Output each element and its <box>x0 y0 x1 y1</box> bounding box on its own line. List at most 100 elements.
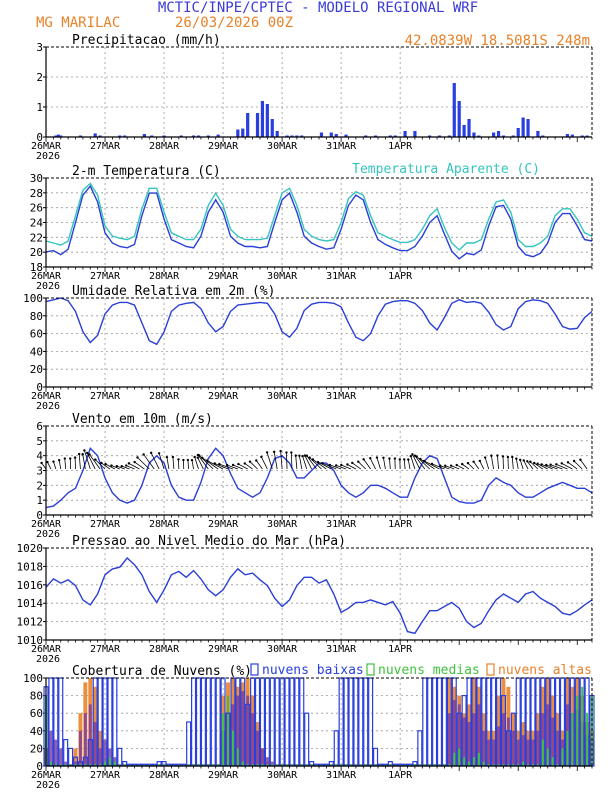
wind-arrow <box>322 462 337 470</box>
cloud-band-bar <box>531 739 535 766</box>
wind-arrow-head <box>311 458 315 461</box>
wind-arrow <box>336 465 347 470</box>
wind-arrow <box>567 462 578 470</box>
cloud-band-bar <box>497 726 501 766</box>
cloud-mid-bar <box>207 764 210 766</box>
cloud-band-bar <box>447 713 451 766</box>
cloud-mid-bar <box>556 764 559 766</box>
header-coords: 42.0839W 18.5081S 248m <box>405 33 590 49</box>
x-tick-label: 29MAR <box>208 391 239 402</box>
cloud-mid-bar <box>561 748 564 766</box>
wind-arrow-head <box>483 456 487 459</box>
wind-arrow-head <box>334 464 338 467</box>
x-tick-label: 27MAR <box>90 770 121 781</box>
cloud-low-bar <box>200 677 206 767</box>
wind-arrow <box>347 464 357 470</box>
precip-bar <box>585 135 589 137</box>
wind-arrow-head <box>218 462 221 466</box>
precip-bar <box>98 135 102 137</box>
cloud-mid-bar <box>404 764 407 766</box>
cloud-band-bar <box>83 713 87 766</box>
wind-arrow <box>306 455 317 470</box>
wind-arrow <box>197 457 204 470</box>
cloud-mid-bar <box>300 764 303 766</box>
cloud-low-bar <box>358 677 364 767</box>
precip-bar <box>265 104 269 137</box>
y-tick-label: 26 <box>30 202 43 215</box>
cloud-low-bar <box>191 677 197 767</box>
cloud-mid-bar <box>536 764 539 766</box>
legend-swatch <box>486 663 495 676</box>
wind-arrow <box>197 454 209 470</box>
cloud-mid-bar <box>345 764 348 766</box>
precip-bar <box>59 135 63 137</box>
wind-arrow-head <box>519 458 522 462</box>
wind-arrow <box>484 457 490 470</box>
y-tick-label: 40 <box>30 725 43 738</box>
cloud-mid-bar <box>187 764 190 766</box>
cloud-band-bar <box>93 722 97 766</box>
wind-arrow-head <box>357 460 360 463</box>
precip-bar <box>241 128 245 137</box>
y-tick-label: 0 <box>36 509 43 522</box>
x-tick-label: 31MAR <box>326 770 357 781</box>
wind-arrow <box>473 461 480 470</box>
wind-arrow <box>266 452 273 470</box>
panel-precip: 0 1 2 3 26MAR 27MAR 28MAR 29MAR 30MAR 31MAR 1APR 20… <box>31 33 593 162</box>
x-tick-label: 31MAR <box>326 271 357 282</box>
precip-bar <box>536 131 540 137</box>
wind-arrow <box>573 460 583 470</box>
series-line-rh-0 <box>45 297 593 346</box>
x-year-label: 2026 <box>36 529 60 540</box>
cloud-mid-bar <box>286 764 289 766</box>
wind-arrow-head <box>560 462 563 465</box>
cloud-band-bar <box>64 761 68 766</box>
cloud-mid-bar <box>113 761 116 766</box>
cloud-band-bar <box>78 730 82 766</box>
x-tick-label: 29MAR <box>208 770 239 781</box>
wind-arrow-head <box>303 454 307 457</box>
wind-arrow <box>128 463 140 470</box>
wind-arrow <box>95 459 106 470</box>
cloud-low-bar <box>432 677 438 767</box>
x-tick-label: 27MAR <box>90 519 121 530</box>
legend-label: nuvens altas <box>498 663 592 678</box>
y-tick-label: 5 <box>36 435 43 448</box>
wind-arrow <box>302 456 308 470</box>
wind-arrow <box>84 450 91 470</box>
cloud-low-bar <box>205 677 211 767</box>
wind-arrow <box>341 464 352 470</box>
cloud-mid-bar <box>497 764 500 766</box>
wind-arrow-head <box>393 457 397 460</box>
wind-arrow <box>219 463 234 470</box>
cloud-mid-bar <box>108 757 111 766</box>
precip-bar <box>334 134 338 137</box>
panel-title-cloud: Cobertura de Nuvens (%) <box>72 664 252 679</box>
precip-bar <box>526 119 530 137</box>
wind-arrow <box>317 461 332 470</box>
wind-arrow <box>369 458 376 470</box>
wind-arrow-head <box>165 455 169 459</box>
precip-bar <box>216 134 220 137</box>
wind-arrow-head <box>455 463 458 467</box>
cloud-low-bar <box>373 747 379 767</box>
precip-bar <box>54 135 58 137</box>
cloud-low-bar <box>427 677 433 767</box>
cloud-band-bar <box>487 739 491 766</box>
y-tick-label: 1018 <box>17 560 44 573</box>
cloud-low-bar <box>348 677 354 767</box>
precip-bar <box>142 134 146 137</box>
cloud-low-bar <box>353 677 359 767</box>
header-run: 26/03/2026 00Z <box>175 15 293 31</box>
x-tick-label: 31MAR <box>326 644 357 655</box>
panel-title-pres: Pressao ao Nivel Medio do Mar (hPa) <box>72 534 346 549</box>
wind-arrow-head <box>308 456 311 459</box>
cloud-band-bar <box>88 704 92 766</box>
wind-arrow-head <box>196 456 199 459</box>
cloud-band-bar <box>236 695 240 766</box>
wind-arrow <box>357 461 367 470</box>
wind-arrow <box>363 459 371 470</box>
cloud-band-bar <box>98 748 102 766</box>
x-tick-label: 30MAR <box>267 644 298 655</box>
cloud-mid-bar <box>246 764 249 766</box>
